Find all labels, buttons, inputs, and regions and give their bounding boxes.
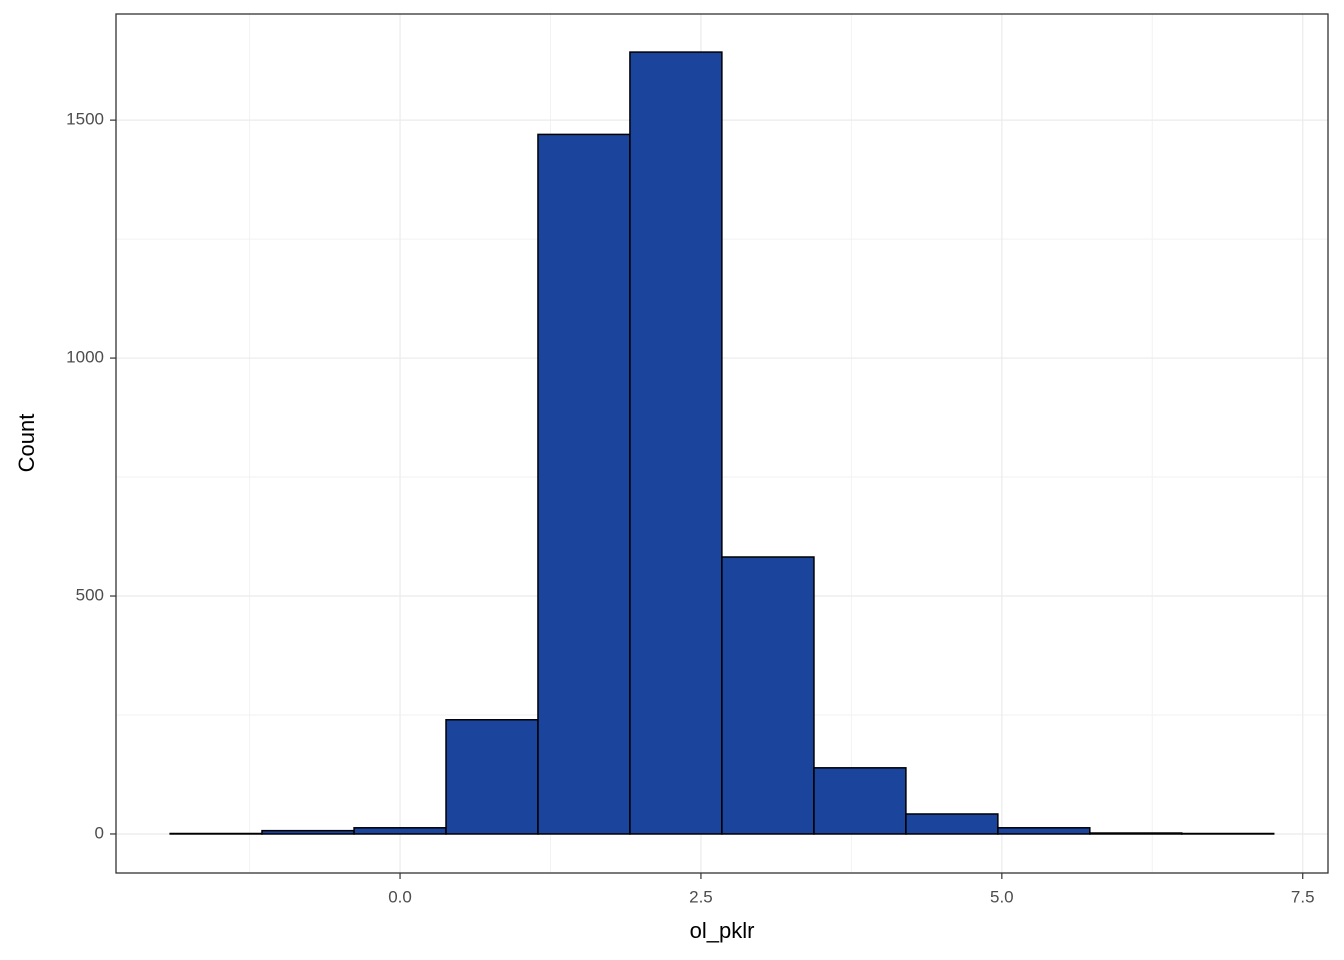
y-tick-label: 1000 bbox=[66, 348, 104, 367]
bar bbox=[629, 51, 723, 835]
bar bbox=[905, 813, 999, 835]
y-tick-label: 0 bbox=[95, 823, 104, 842]
bar bbox=[813, 767, 907, 835]
bar bbox=[445, 719, 539, 835]
x-axis-title: ol_pklr bbox=[690, 918, 755, 943]
bar bbox=[1089, 832, 1183, 835]
x-tick-label: 7.5 bbox=[1291, 887, 1315, 906]
y-tick-label: 1500 bbox=[66, 110, 104, 129]
bar bbox=[721, 556, 815, 835]
y-tick-label: 500 bbox=[76, 586, 104, 605]
bar bbox=[353, 827, 447, 835]
x-tick-label: 0.0 bbox=[388, 887, 412, 906]
bar bbox=[537, 133, 631, 835]
x-tick-label: 2.5 bbox=[689, 887, 713, 906]
y-axis-title: Count bbox=[14, 414, 39, 473]
panel-border bbox=[115, 13, 1329, 874]
bar bbox=[261, 829, 355, 835]
x-tick-label: 5.0 bbox=[990, 887, 1014, 906]
bar bbox=[997, 827, 1091, 835]
